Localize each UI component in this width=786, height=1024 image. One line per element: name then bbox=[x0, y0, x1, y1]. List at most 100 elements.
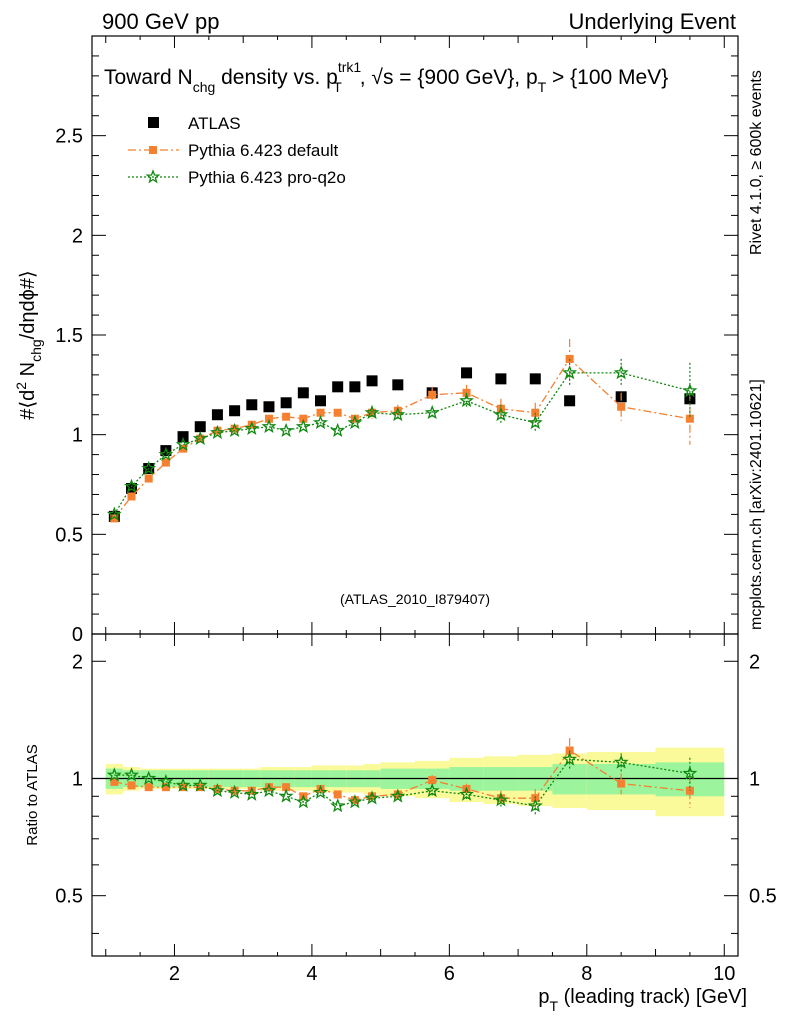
point-proq2o bbox=[330, 422, 346, 437]
point-proq2o bbox=[330, 798, 346, 813]
point-default bbox=[264, 783, 273, 792]
point-proq2o bbox=[424, 404, 440, 420]
rivet-version-text: Rivet 4.1.0, ≥ 600k events bbox=[748, 70, 765, 255]
point-proq2o bbox=[278, 422, 294, 437]
point-default bbox=[428, 390, 437, 399]
point-proq2o bbox=[459, 786, 474, 801]
point-default bbox=[316, 408, 325, 417]
ratio-band-green bbox=[552, 763, 587, 795]
point-proq2o bbox=[244, 786, 260, 801]
point-default bbox=[127, 781, 136, 790]
point-atlas bbox=[366, 375, 378, 387]
point-default bbox=[333, 408, 342, 417]
mcplots-credit-text: mcplots.cern.ch [arXiv:2401.10621] bbox=[748, 379, 765, 630]
point-proq2o bbox=[527, 414, 543, 430]
point-default bbox=[179, 783, 188, 792]
point-default bbox=[196, 783, 205, 792]
point-proq2o bbox=[295, 418, 311, 433]
point-proq2o bbox=[175, 436, 191, 451]
point-proq2o bbox=[347, 414, 363, 430]
point-proq2o bbox=[106, 767, 122, 782]
point-proq2o bbox=[390, 406, 406, 422]
point-default bbox=[617, 779, 626, 788]
point-proq2o bbox=[227, 784, 243, 799]
header-left: 900 GeV pp bbox=[102, 9, 219, 34]
ratio-y-tick-label-right: 1 bbox=[749, 768, 760, 790]
series-line-square bbox=[113, 357, 691, 519]
point-proq2o bbox=[158, 446, 174, 462]
x-tick-label: 8 bbox=[581, 963, 592, 985]
point-default bbox=[127, 492, 136, 501]
point-proq2o bbox=[562, 751, 578, 766]
ratio-data-marks bbox=[106, 738, 698, 817]
point-atlas bbox=[315, 395, 327, 407]
point-default bbox=[144, 783, 153, 792]
point-proq2o bbox=[261, 418, 277, 433]
point-proq2o bbox=[227, 422, 243, 437]
point-default bbox=[179, 444, 188, 453]
ratio-y-tick-label-right: 2 bbox=[749, 651, 760, 673]
main-y-tick-label: 1.5 bbox=[55, 325, 83, 347]
point-proq2o bbox=[424, 782, 440, 798]
header-right: Underlying Event bbox=[568, 9, 736, 34]
ratio-y-axis-label: Ratio to ATLAS bbox=[24, 744, 41, 845]
point-proq2o bbox=[261, 782, 277, 798]
series-line-star bbox=[114, 758, 691, 807]
point-default bbox=[247, 420, 256, 429]
point-atlas bbox=[160, 445, 172, 457]
point-default bbox=[617, 402, 626, 411]
point-proq2o bbox=[209, 424, 225, 439]
point-default bbox=[110, 514, 119, 523]
point-proq2o bbox=[347, 794, 363, 809]
x-tick-label: 6 bbox=[444, 963, 455, 985]
main-y-axis-label: #⟨d2 Nchg/dηdϕ#⟩ bbox=[13, 270, 44, 420]
point-default bbox=[282, 783, 291, 792]
point-proq2o bbox=[106, 506, 122, 521]
point-default bbox=[247, 786, 256, 795]
point-proq2o bbox=[141, 460, 157, 475]
point-proq2o bbox=[313, 784, 328, 799]
plot-title: Toward Nchg density vs. ptrk1 T, √s = {90… bbox=[104, 59, 668, 95]
point-default bbox=[333, 790, 342, 799]
point-proq2o bbox=[175, 777, 191, 792]
x-tick-label: 2 bbox=[169, 963, 180, 985]
main-y-tick-label: 0.5 bbox=[55, 524, 83, 546]
point-proq2o bbox=[364, 404, 380, 420]
legend-atlas-label: ATLAS bbox=[188, 114, 241, 133]
point-atlas bbox=[211, 409, 223, 421]
point-proq2o bbox=[209, 782, 225, 798]
point-default bbox=[161, 783, 170, 792]
point-atlas bbox=[529, 373, 541, 385]
point-proq2o bbox=[390, 788, 406, 803]
point-proq2o bbox=[141, 770, 157, 785]
point-default bbox=[299, 414, 308, 423]
point-proq2o bbox=[364, 790, 380, 805]
main-y-tick-label-zero: 0 bbox=[72, 624, 83, 646]
point-default bbox=[213, 426, 222, 435]
point-default bbox=[230, 786, 239, 795]
point-atlas bbox=[349, 381, 361, 393]
analysis-reference: (ATLAS_2010_I879407) bbox=[340, 591, 490, 607]
main-data-marks bbox=[106, 338, 698, 523]
point-proq2o bbox=[295, 794, 311, 809]
point-default bbox=[316, 784, 325, 793]
point-proq2o bbox=[682, 765, 698, 780]
point-proq2o bbox=[613, 365, 629, 380]
point-default bbox=[685, 414, 694, 423]
point-atlas bbox=[280, 397, 292, 409]
x-axis-label: pT (leading track) [GeV] bbox=[538, 986, 747, 1014]
point-atlas bbox=[263, 401, 275, 413]
point-atlas bbox=[297, 387, 309, 399]
point-atlas bbox=[194, 421, 206, 433]
main-y-tick-label: 2 bbox=[72, 225, 83, 247]
point-proq2o bbox=[124, 478, 139, 493]
point-default bbox=[161, 458, 170, 467]
point-proq2o bbox=[278, 788, 294, 803]
legend-proq2o-marker bbox=[145, 169, 161, 184]
point-proq2o bbox=[158, 774, 174, 789]
ratio-axis-ticks: 2 4 6 8 10 0.5 0.5 1 1 2 2 bbox=[55, 634, 777, 985]
point-proq2o bbox=[244, 420, 260, 435]
legend-proq2o-label: Pythia 6.423 pro-q2o bbox=[188, 168, 346, 187]
point-atlas bbox=[177, 431, 189, 443]
